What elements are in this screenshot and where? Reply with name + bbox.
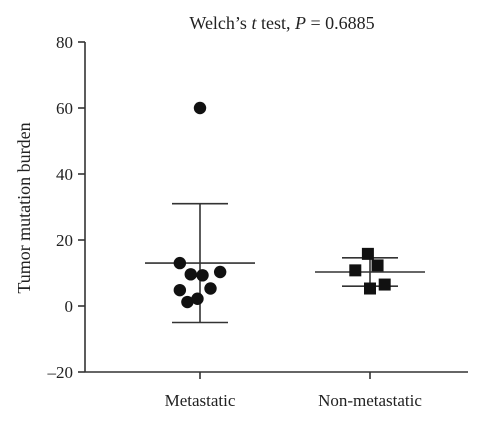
data-point	[378, 278, 391, 291]
chart-marks	[145, 101, 425, 324]
data-point	[173, 283, 187, 297]
axes: –20 0 20 40 60 80 Metastatic Non-metastatic	[47, 33, 468, 410]
data-point	[173, 256, 187, 270]
series-0	[145, 101, 255, 324]
title-part-1: Welch’s	[189, 13, 251, 33]
y-tick-label: –20	[47, 363, 74, 382]
data-point	[196, 269, 209, 282]
title-part-4: P	[294, 13, 306, 33]
data-point	[349, 264, 362, 277]
data-point	[361, 247, 374, 260]
x-tick-label: Metastatic	[165, 391, 236, 410]
y-tick-label: 60	[56, 99, 73, 118]
title-part-5: = 0.6885	[306, 13, 375, 33]
series-1	[315, 247, 425, 295]
data-point	[181, 295, 194, 309]
data-point	[204, 282, 217, 295]
data-point	[213, 265, 227, 279]
x-tick-label: Non-metastatic	[318, 391, 422, 410]
chart-title: Welch’s t test, P = 0.6885	[189, 13, 374, 33]
y-tick-label: 40	[56, 165, 73, 184]
data-point	[184, 268, 197, 281]
title-part-3: test,	[256, 13, 295, 33]
y-tick-label: 0	[65, 297, 74, 316]
data-point	[371, 259, 384, 272]
y-tick-label: 20	[56, 231, 73, 250]
data-point	[193, 101, 207, 115]
y-tick-label: 80	[56, 33, 73, 52]
data-point	[364, 282, 376, 295]
y-axis-label: Tumor mutation burden	[14, 122, 34, 293]
data-point	[191, 292, 204, 305]
title-part-2: t	[251, 13, 257, 33]
